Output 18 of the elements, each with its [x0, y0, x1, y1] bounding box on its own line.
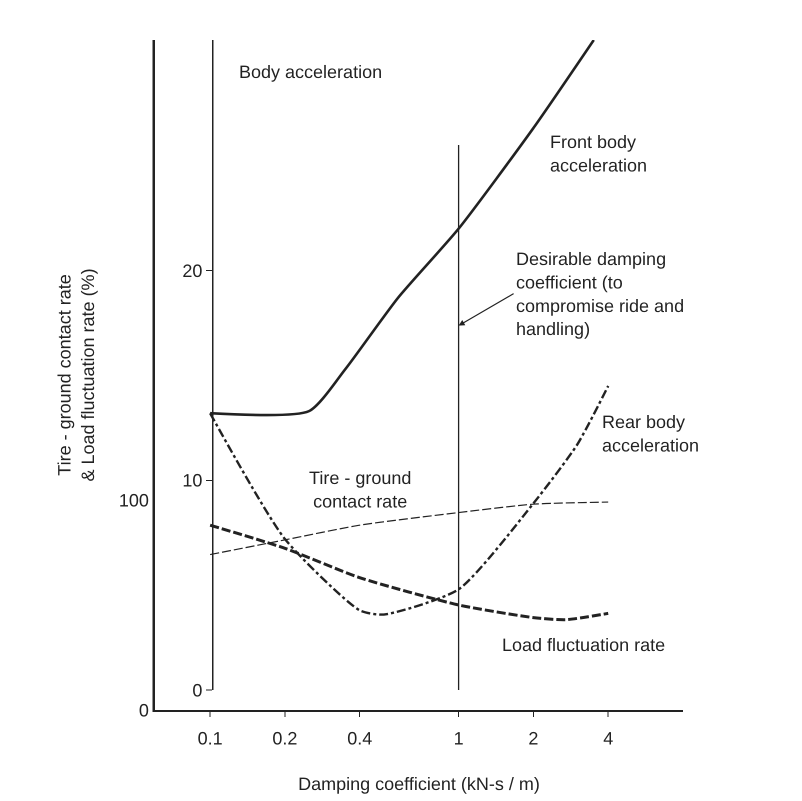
x-tick-label: 1: [454, 728, 464, 749]
x-tick-label: 0.2: [272, 728, 298, 749]
series-label: Load fluctuation rate: [502, 635, 666, 655]
y2-tick-label: 0: [192, 680, 202, 700]
x-tick-label: 0.1: [198, 728, 223, 749]
x-tick-label: 4: [603, 728, 614, 749]
series-label: Front body acceleration: [550, 132, 648, 176]
annotation: Desirable damping coefficient (to compromise ride and handling): [516, 249, 684, 340]
y-axis-title: Tire - ground contact rate & Load fluctuation rate (%): [54, 268, 98, 482]
x-tick-label: 2: [528, 728, 538, 749]
series-label: Rear body acceleration: [602, 412, 700, 456]
series-label: Tire - ground contact rate: [309, 468, 412, 512]
y2-tick-label: 20: [182, 260, 202, 281]
y2-tick-label: 10: [182, 470, 202, 491]
x-axis-title: Damping coefficient (kN-s / m): [298, 774, 540, 794]
y2-axis-title: Body acceleration: [239, 62, 382, 82]
y-tick-label: 100: [118, 490, 149, 510]
x-tick-label: 0.4: [347, 728, 372, 749]
